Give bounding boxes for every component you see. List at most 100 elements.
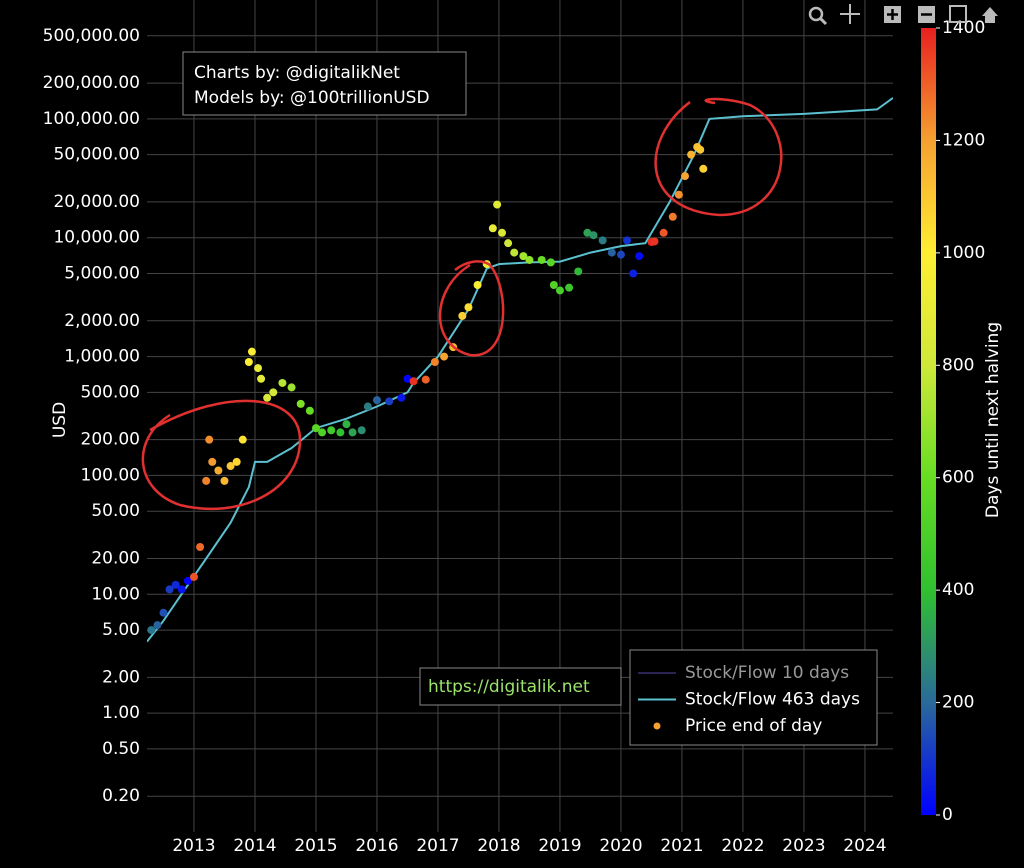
y-tick-label: 50.00 [91, 501, 140, 521]
price-point [385, 397, 394, 406]
price-point [488, 224, 497, 233]
price-point [196, 542, 205, 551]
colorbar-tick-label: 0 [942, 805, 953, 825]
x-tick-label: 2023 [782, 836, 825, 856]
price-point [153, 621, 162, 630]
price-point [623, 236, 632, 245]
y-tick-label: 100.00 [81, 465, 140, 485]
y-tick-label: 20.00 [91, 549, 140, 569]
price-point [598, 236, 607, 245]
price-point [635, 252, 644, 261]
legend-swatch [653, 722, 661, 730]
zoom-in-button[interactable] [884, 6, 901, 23]
annotation-box [182, 51, 467, 116]
price-point [254, 364, 263, 373]
price-point [183, 576, 192, 585]
price-point [165, 585, 174, 594]
price-point [247, 347, 256, 356]
price-point [607, 248, 616, 257]
x-tick-label: 2024 [843, 836, 886, 856]
price-point [589, 231, 598, 240]
price-point [305, 406, 314, 415]
pan-button[interactable] [840, 4, 860, 24]
y-tick-label: 200,000.00 [43, 73, 140, 93]
x-tick-label: 2018 [477, 836, 520, 856]
price-point [629, 269, 638, 278]
x-tick-label: 2016 [355, 836, 398, 856]
price-point [510, 248, 519, 257]
y-tick-label: 10,000.00 [53, 228, 140, 248]
price-point [147, 626, 156, 635]
autoscale-button[interactable] [949, 5, 967, 23]
highlight-circle [654, 97, 783, 217]
price-point [409, 377, 418, 386]
toolbar [808, 4, 998, 26]
y-tick-label: 1.00 [102, 703, 140, 723]
price-point [372, 396, 381, 405]
price-point [336, 428, 345, 437]
x-tick-label: 2014 [233, 836, 276, 856]
price-point [403, 374, 412, 383]
y-axis-title: USD [50, 402, 70, 438]
legend-label: Stock/Flow 10 days [685, 663, 849, 683]
y-tick-label: 200.00 [81, 430, 140, 450]
price-point [257, 374, 266, 383]
price-point [226, 462, 235, 471]
colorbar-tick-label: 200 [942, 693, 974, 713]
zoom-button[interactable] [808, 6, 828, 26]
price-point [348, 428, 357, 437]
price-point [583, 228, 592, 237]
legend-label: Price end of day [685, 716, 822, 736]
price-point [202, 476, 211, 485]
price-point [464, 303, 473, 312]
y-tick-label: 5,000.00 [64, 263, 140, 283]
annotation-link: https://digitalik.net [428, 677, 590, 697]
price-point [177, 585, 186, 594]
price-point [287, 383, 296, 392]
price-point [504, 239, 513, 248]
price-point [574, 267, 583, 276]
price-point [311, 424, 320, 433]
price-point [263, 393, 272, 402]
y-tick-label: 0.50 [102, 739, 140, 759]
colorbar-tick-label: 1000 [942, 243, 985, 263]
price-point [214, 466, 223, 475]
colorbar-title: Days until next halving [983, 322, 1003, 518]
legend-label: Stock/Flow 463 days [685, 690, 860, 710]
legend [629, 649, 878, 746]
zoom-out-button[interactable] [918, 6, 935, 23]
y-tick-label: 500,000.00 [43, 26, 140, 46]
x-tick-label: 2017 [416, 836, 459, 856]
price-point [555, 286, 564, 295]
price-point [493, 200, 502, 209]
price-point [397, 393, 406, 402]
reset-button[interactable] [982, 7, 998, 23]
price-point [616, 250, 625, 259]
colorbar-tick-label: 1200 [942, 130, 985, 150]
price-point [238, 435, 247, 444]
colorbar-tick-label: 800 [942, 355, 974, 375]
highlight-circles [141, 97, 783, 510]
price-point [537, 255, 546, 264]
price-point [473, 281, 482, 290]
y-tick-label: 2.00 [102, 667, 140, 687]
price-point [687, 150, 696, 159]
colorbar-tick-label: 600 [942, 468, 974, 488]
price-point [696, 145, 705, 154]
price-point [220, 476, 229, 485]
y-tick-label: 20,000.00 [53, 192, 140, 212]
price-point [357, 426, 366, 435]
price-point [430, 358, 439, 367]
price-point [674, 190, 683, 199]
price-point [659, 228, 668, 237]
plot-area [147, 97, 893, 643]
annotation: Models by: @100trillionUSD [194, 88, 430, 108]
price-point [269, 388, 278, 397]
price-point [189, 572, 198, 581]
price-point [650, 237, 659, 246]
price-point [363, 402, 372, 411]
price-point [699, 164, 708, 173]
x-tick-label: 2015 [294, 836, 337, 856]
price-point [680, 172, 689, 181]
